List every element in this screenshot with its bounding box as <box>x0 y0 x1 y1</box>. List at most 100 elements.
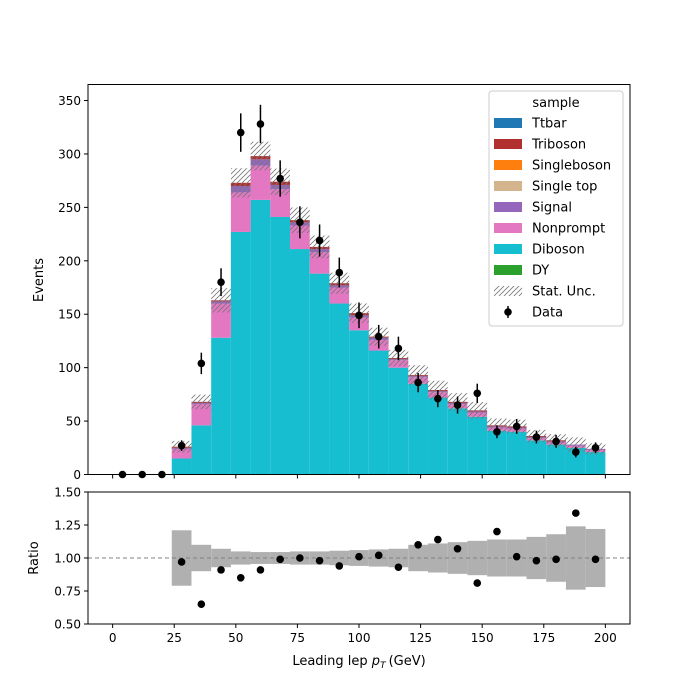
bar-diboson <box>230 231 251 475</box>
bar-diboson <box>368 350 389 475</box>
data-point <box>572 448 580 456</box>
main-y-axis-label: Events <box>32 258 47 302</box>
data-point <box>414 378 422 387</box>
data-point <box>394 344 403 353</box>
legend-label-triboson: Triboson <box>531 138 586 153</box>
y-tick-label: 200 <box>58 254 81 268</box>
ratio-point <box>335 562 344 570</box>
ratio-point <box>512 552 521 561</box>
x-tick-label: 125 <box>409 631 432 645</box>
data-point <box>296 218 304 227</box>
x-tick-label: 25 <box>167 631 182 645</box>
bar-diboson <box>329 303 350 475</box>
y-tick-label: 0.50 <box>54 618 81 632</box>
ratio-band-bin <box>250 552 271 564</box>
legend-swatch-ttbar <box>494 118 522 128</box>
legend-box <box>488 90 624 327</box>
ratio-point <box>355 552 363 561</box>
data-point <box>453 401 462 409</box>
data-point <box>355 311 363 320</box>
legend-label-dy: DY <box>532 264 549 279</box>
legend-label-signal: Signal <box>532 201 572 216</box>
legend-label-data: Data <box>532 306 563 321</box>
ratio-point <box>591 555 600 564</box>
data-point <box>197 359 206 368</box>
ratio-point <box>177 558 186 566</box>
ratio-point <box>296 554 304 562</box>
legend-swatch-nonprompt <box>494 223 522 233</box>
stat-unc-bin <box>211 288 231 313</box>
ratio-point <box>197 600 206 608</box>
y-tick-label: 0.75 <box>54 585 81 599</box>
bar-diboson <box>408 383 428 475</box>
bar-diboson <box>349 330 369 475</box>
ratio-points <box>177 509 600 608</box>
ratio-point <box>552 555 560 564</box>
ratio-band-bin <box>565 526 586 590</box>
y-tick-label: 1.25 <box>54 519 81 533</box>
data-point <box>532 433 541 441</box>
ratio-point <box>236 574 245 582</box>
bar-diboson <box>447 408 468 475</box>
ratio-point <box>315 556 324 565</box>
legend-label-stat-unc: Stat. Unc. <box>532 285 596 300</box>
data-point <box>276 174 284 183</box>
x-tick-label: 50 <box>228 631 243 645</box>
bar-nonprompt <box>191 403 212 426</box>
main-y-ticks: 0 50 100 150 200 250 300 350 <box>58 94 88 482</box>
data-point <box>315 236 324 245</box>
y-tick-label: 1.50 <box>54 486 81 500</box>
legend-label-single-top: Single top <box>532 180 597 195</box>
legend-swatch-singleboson <box>494 160 522 170</box>
ratio-x-ticks: 0 25 50 75 100 125 150 175 200 <box>109 624 617 645</box>
x-tick-label: 175 <box>532 631 555 645</box>
y-tick-label: 50 <box>66 415 81 429</box>
ratio-band-bin <box>230 551 251 565</box>
data-point <box>512 422 521 431</box>
bar-diboson <box>526 440 547 475</box>
stacked-bars <box>171 156 606 475</box>
x-axis-label: Leading lep pT (GeV) <box>292 654 425 671</box>
data-point <box>217 278 225 286</box>
stat-unc-bin <box>565 437 586 452</box>
y-tick-label: 1.00 <box>54 552 81 566</box>
data-point <box>335 268 344 277</box>
bar-nonprompt <box>250 165 271 200</box>
ratio-panel: 0 25 50 75 100 125 150 175 200 0.50 0.75 1.00 1.25 1… <box>27 486 631 671</box>
bar-diboson <box>467 416 488 475</box>
bar-diboson <box>309 273 330 475</box>
y-tick-label: 250 <box>58 201 81 215</box>
ratio-point <box>276 555 284 564</box>
x-tick-label: 0 <box>109 631 117 645</box>
main-x-ticks <box>112 474 606 479</box>
data-point <box>493 427 501 436</box>
data-point <box>236 128 245 137</box>
ratio-point <box>572 509 580 517</box>
stat-unc-bin <box>250 141 271 171</box>
legend-swatch-diboson <box>494 244 522 254</box>
ratio-point <box>493 527 501 536</box>
data-point <box>256 120 265 128</box>
ratio-point <box>434 535 442 544</box>
ratio-band-bin <box>467 540 488 576</box>
stat-unc-bin <box>191 394 212 410</box>
data-point <box>552 437 560 446</box>
bar-diboson <box>506 431 527 475</box>
legend-label-singleboson: Singleboson <box>532 159 611 174</box>
legend-swatch-signal <box>494 202 522 212</box>
data-point <box>591 443 600 452</box>
bar-diboson <box>565 447 586 475</box>
stat-unc-bin <box>467 402 488 419</box>
bar-diboson <box>211 337 231 475</box>
data-points <box>118 104 600 479</box>
data-point <box>434 394 442 403</box>
y-tick-label: 150 <box>58 308 81 322</box>
x-tick-label: 200 <box>594 631 617 645</box>
ratio-point <box>473 579 482 587</box>
bar-diboson <box>250 199 271 475</box>
ratio-point <box>256 566 265 574</box>
y-tick-label: 0 <box>73 468 81 482</box>
ratio-point <box>453 544 462 553</box>
ratio-band-bin <box>329 550 350 566</box>
legend-label-diboson: Diboson <box>532 243 585 258</box>
